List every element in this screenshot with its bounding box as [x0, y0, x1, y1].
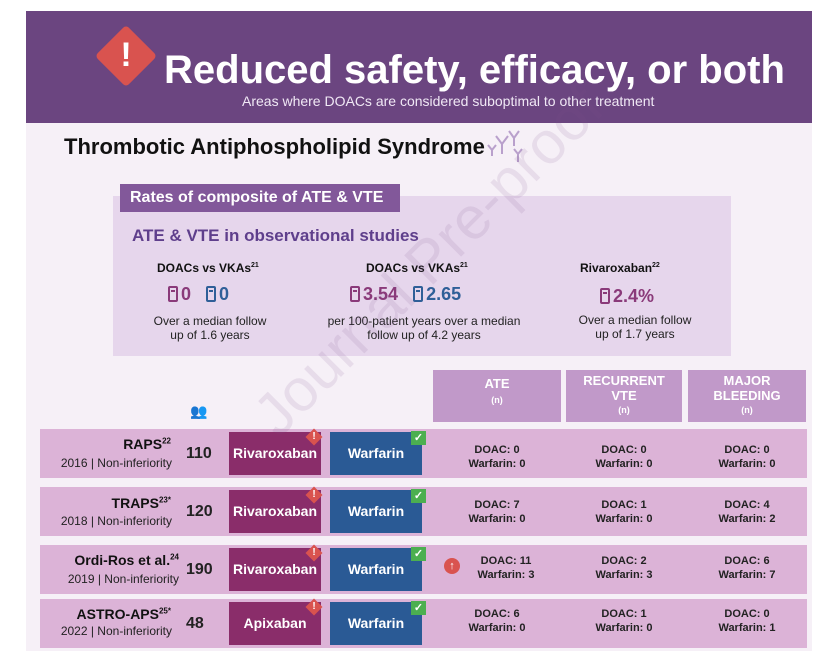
comparator-drug-label: Warfarin: [330, 602, 422, 645]
bleeding-cell: DOAC: 4 Warfarin: 2: [718, 499, 776, 525]
doac-drug-label: Rivaroxaban: [229, 432, 321, 475]
doac-pill-icon: [600, 288, 610, 304]
vte-cell: DOAC: 2 Warfarin: 3: [595, 555, 653, 581]
stat-2-label: DOACs vs VKAs21: [366, 261, 468, 275]
doac-drug-label: Rivaroxaban: [229, 490, 321, 533]
stat-1-values: 0 0: [168, 284, 229, 305]
trial-n: 190: [186, 561, 213, 578]
section-title: Thrombotic Antiphospholipid Syndrome: [64, 134, 485, 159]
stat-2-values: 3.54 2.65: [350, 284, 461, 305]
trial-n: 48: [186, 615, 204, 632]
doac-drug-label: Apixaban: [229, 602, 321, 645]
stat-1-note: Over a median follow up of 1.6 years: [153, 314, 267, 342]
trial-meta: 2022 | Non-inferiority: [60, 624, 172, 638]
warning-icon-mark: !: [312, 601, 316, 612]
doac-pill-icon: [350, 286, 360, 302]
stat-3-values: 2.4%: [600, 286, 654, 307]
warning-icon-mark: !: [312, 547, 316, 558]
trial-meta: 2019 | Non-inferiority: [67, 572, 179, 586]
stat-2-note: per 100-patient years over a median follo…: [327, 314, 521, 342]
check-icon: ✓: [411, 601, 426, 615]
ate-cell: DOAC: 11 Warfarin: 3: [477, 555, 535, 581]
ate-cell: DOAC: 0 Warfarin: 0: [468, 444, 526, 470]
doac-drug-label: Rivaroxaban: [229, 548, 321, 591]
trial-name: ASTRO-APS25*: [76, 606, 171, 622]
bleeding-cell: DOAC: 6 Warfarin: 7: [718, 555, 776, 581]
vte-cell: DOAC: 1 Warfarin: 0: [595, 499, 653, 525]
column-header-ate: ATE (n): [433, 370, 561, 422]
vte-cell: DOAC: 1 Warfarin: 0: [595, 608, 653, 634]
stat-3-note: Over a median follow up of 1.7 years: [578, 313, 692, 341]
check-icon: ✓: [411, 489, 426, 503]
ate-cell: DOAC: 6 Warfarin: 0: [468, 608, 526, 634]
column-header-major-bleeding: MAJOR BLEEDING (n): [688, 370, 806, 422]
warning-icon-mark: !: [312, 431, 316, 442]
comparator-drug-label: Warfarin: [330, 432, 422, 475]
header-banner: [26, 11, 812, 123]
trial-name: Ordi-Ros et al.24: [74, 552, 179, 568]
trial-name: RAPS22: [123, 436, 171, 452]
bleeding-cell: DOAC: 0 Warfarin: 0: [718, 444, 776, 470]
rates-panel: [113, 196, 731, 356]
check-icon: ✓: [411, 431, 426, 445]
stat-1-label: DOACs vs VKAs21: [157, 261, 259, 275]
rates-subheader: ATE & VTE in observational studies: [132, 226, 419, 245]
vka-pill-icon: [206, 286, 217, 302]
rates-header: Rates of composite of ATE & VTE: [120, 184, 400, 212]
vte-cell: DOAC: 0 Warfarin: 0: [595, 444, 653, 470]
bleeding-cell: DOAC: 0 Warfarin: 1: [718, 608, 776, 634]
trial-name: TRAPS23*: [111, 495, 171, 511]
doac-pill-icon: [168, 286, 178, 302]
comparator-drug-label: Warfarin: [330, 490, 422, 533]
stat-3-label: Rivaroxaban22: [580, 261, 660, 275]
trial-meta: 2018 | Non-inferiority: [60, 514, 172, 528]
antibody-icon: [487, 130, 523, 162]
vka-pill-icon: [413, 286, 424, 302]
page-title: Reduced safety, efficacy, or both: [164, 48, 785, 92]
increase-arrow-icon: ↑: [444, 558, 460, 574]
warning-icon-mark: !: [312, 489, 316, 500]
ate-cell: DOAC: 7 Warfarin: 0: [468, 499, 526, 525]
trial-n: 110: [186, 445, 212, 462]
trial-n: 120: [186, 503, 213, 520]
column-header-recurrent-vte: RECURRENT VTE (n): [566, 370, 682, 422]
warning-icon-mark: !: [120, 36, 132, 74]
page-subtitle: Areas where DOACs are considered subopti…: [242, 93, 655, 109]
check-icon: ✓: [411, 547, 426, 561]
patients-icon: 👥: [190, 403, 208, 419]
trial-meta: 2016 | Non-inferiority: [60, 456, 172, 470]
comparator-drug-label: Warfarin: [330, 548, 422, 591]
